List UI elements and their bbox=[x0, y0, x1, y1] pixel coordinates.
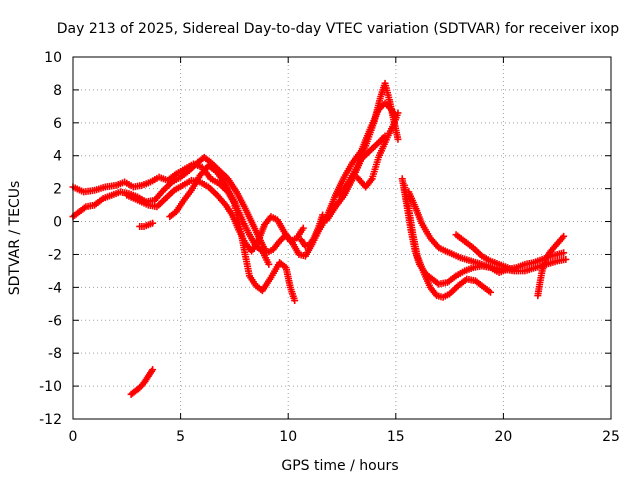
data-point bbox=[486, 288, 494, 296]
data-point bbox=[299, 224, 307, 232]
y-tick-label: -8 bbox=[48, 346, 62, 362]
x-tick-label: 5 bbox=[176, 429, 185, 445]
series-track-4 bbox=[166, 162, 273, 268]
y-tick-label: 6 bbox=[53, 116, 62, 132]
x-tick-label: 10 bbox=[279, 429, 297, 445]
data-point bbox=[512, 267, 520, 275]
data-point bbox=[291, 297, 299, 305]
data-point bbox=[560, 249, 568, 257]
data-point bbox=[560, 232, 568, 240]
data-point bbox=[394, 135, 402, 143]
data-point bbox=[394, 109, 402, 117]
series-track-12 bbox=[534, 232, 568, 300]
plot-frame bbox=[72, 56, 612, 420]
y-tick-label: 10 bbox=[44, 50, 62, 66]
y-tick-label: 0 bbox=[53, 215, 62, 231]
axis-ticks: 0 5 10 15 20 25 -12 -10 -8 -6 -4 -2 0 2 4 6 8 10 bbox=[39, 50, 620, 445]
series-track-15 bbox=[297, 211, 327, 250]
data-point bbox=[562, 255, 570, 263]
series-track-2 bbox=[69, 160, 299, 305]
chart-title: Day 213 of 2025, Sidereal Day-to-day VTE… bbox=[57, 21, 620, 37]
grid bbox=[73, 57, 611, 419]
data-point bbox=[319, 211, 327, 219]
x-tick-label: 15 bbox=[387, 429, 405, 445]
series-track-14 bbox=[136, 219, 157, 230]
y-tick-label: -10 bbox=[39, 379, 62, 395]
series-track-7 bbox=[353, 109, 402, 191]
x-tick-label: 0 bbox=[69, 429, 78, 445]
series-track-11 bbox=[452, 231, 520, 275]
y-tick-label: -4 bbox=[48, 280, 62, 296]
data-point bbox=[149, 219, 157, 227]
series-track-9 bbox=[400, 181, 494, 301]
y-tick-label: -2 bbox=[48, 247, 62, 263]
y-tick-label: -12 bbox=[39, 412, 62, 428]
data-points bbox=[69, 79, 570, 398]
y-tick-label: -6 bbox=[48, 313, 62, 329]
data-point bbox=[149, 366, 157, 374]
y-tick-label: 8 bbox=[53, 83, 62, 99]
x-tick-label: 25 bbox=[602, 429, 620, 445]
series-track-6 bbox=[336, 79, 402, 201]
series-track-13 bbox=[127, 366, 157, 398]
data-point bbox=[265, 260, 273, 268]
series-track-5 bbox=[323, 132, 389, 224]
x-axis-label: GPS time / hours bbox=[281, 458, 398, 474]
y-tick-label: 4 bbox=[53, 149, 62, 165]
y-axis-label: SDTVAR / TECUs bbox=[7, 181, 23, 296]
y-tick-label: 2 bbox=[53, 182, 62, 198]
x-tick-label: 20 bbox=[494, 429, 512, 445]
